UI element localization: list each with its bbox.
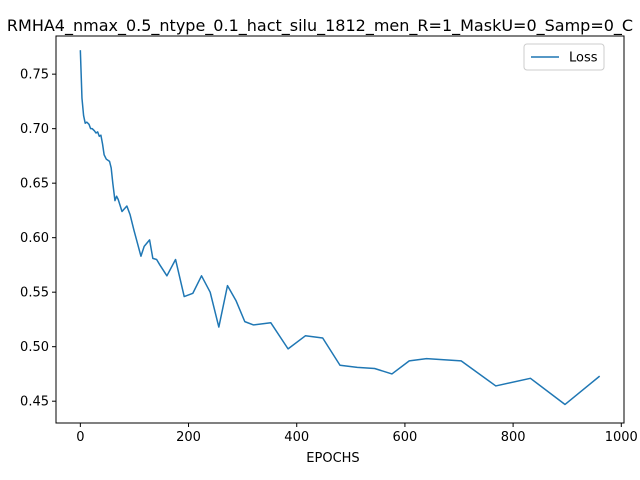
x-axis: 0 200 400 600 800 1000 <box>76 423 638 445</box>
plot-area <box>55 35 625 424</box>
y-tick-label: 0.55 <box>20 286 49 301</box>
legend: Loss <box>523 43 605 71</box>
y-tick-label: 0.70 <box>20 122 49 137</box>
axes-frame <box>55 35 625 424</box>
y-tick-label: 0.60 <box>20 231 49 246</box>
y-tick-label: 0.50 <box>20 340 49 355</box>
x-tick-label: 400 <box>284 430 309 445</box>
x-tick-label: 1000 <box>605 430 638 445</box>
y-axis: 0.45 0.50 0.55 0.60 0.65 0.70 0.75 <box>20 68 56 410</box>
y-tick-label: 0.45 <box>20 395 49 410</box>
x-tick-label: 0 <box>76 430 84 445</box>
chart-title: RMHA4_nmax_0.5_ntype_0.1_hact_silu_1812_… <box>7 16 633 36</box>
legend-frame <box>523 43 605 71</box>
x-tick-label: 800 <box>501 430 526 445</box>
x-tick-label: 200 <box>176 430 201 445</box>
y-tick-label: 0.75 <box>20 68 49 83</box>
y-tick-label: 0.65 <box>20 177 49 192</box>
legend-entry-loss: Loss <box>569 51 598 66</box>
x-tick-label: 600 <box>393 430 418 445</box>
x-axis-label: EPOCHS <box>306 451 359 466</box>
series-line-loss <box>79 50 601 406</box>
